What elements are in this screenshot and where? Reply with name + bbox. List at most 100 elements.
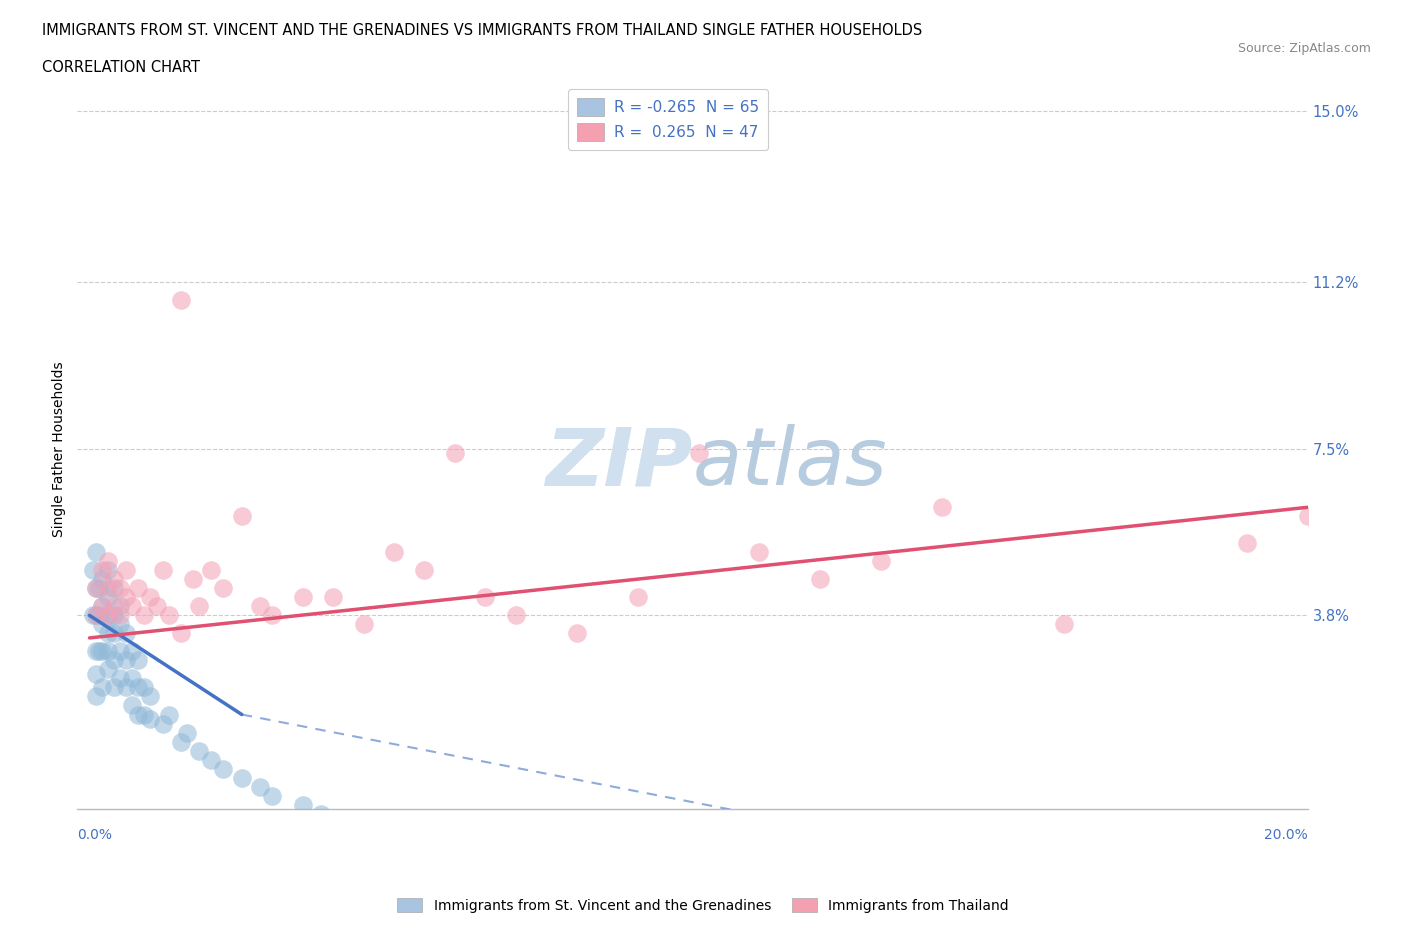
Point <box>115 626 138 641</box>
Legend: R = -0.265  N = 65, R =  0.265  N = 47: R = -0.265 N = 65, R = 0.265 N = 47 <box>568 88 768 150</box>
Point <box>139 711 162 726</box>
Point <box>127 653 149 668</box>
Point <box>84 644 107 658</box>
Point <box>82 608 104 623</box>
Point <box>97 608 120 623</box>
Point <box>87 608 110 623</box>
Point <box>139 689 162 704</box>
Point <box>108 617 131 631</box>
Point <box>121 599 143 614</box>
Point <box>170 734 193 749</box>
Point <box>1236 536 1258 551</box>
Text: Source: ZipAtlas.com: Source: ZipAtlas.com <box>1237 42 1371 55</box>
Point <box>87 644 110 658</box>
Point <box>152 563 174 578</box>
Point <box>170 293 193 308</box>
Point <box>688 445 710 460</box>
Point <box>84 581 107 596</box>
Point <box>103 608 125 623</box>
Point <box>121 644 143 658</box>
Point <box>97 608 120 623</box>
Point <box>212 581 235 596</box>
Point <box>134 608 156 623</box>
Point <box>200 752 222 767</box>
Point <box>90 644 112 658</box>
Point <box>87 581 110 596</box>
Text: ZIP: ZIP <box>546 424 693 502</box>
Point <box>188 599 211 614</box>
Point <box>231 770 253 785</box>
Point <box>1296 509 1319 524</box>
Point <box>84 667 107 682</box>
Point <box>188 743 211 758</box>
Point <box>103 581 125 596</box>
Point <box>748 545 770 560</box>
Point <box>90 599 112 614</box>
Point <box>474 590 496 604</box>
Point <box>97 563 120 578</box>
Point <box>84 581 107 596</box>
Point <box>84 545 107 560</box>
Point <box>291 590 314 604</box>
Point <box>103 599 125 614</box>
Point <box>249 779 271 794</box>
Point <box>103 626 125 641</box>
Point <box>108 644 131 658</box>
Point <box>84 689 107 704</box>
Point <box>139 590 162 604</box>
Text: atlas: atlas <box>693 424 887 502</box>
Point <box>82 563 104 578</box>
Point <box>157 608 180 623</box>
Point <box>322 816 344 830</box>
Point <box>127 680 149 695</box>
Point <box>181 572 204 587</box>
Point <box>152 716 174 731</box>
Point <box>176 725 198 740</box>
Point <box>565 626 588 641</box>
Point <box>565 887 588 902</box>
Point <box>262 788 284 803</box>
Point <box>97 626 120 641</box>
Point <box>413 563 436 578</box>
Point <box>134 707 156 722</box>
Point <box>382 843 405 857</box>
Point <box>627 590 650 604</box>
Point <box>157 707 180 722</box>
Text: IMMIGRANTS FROM ST. VINCENT AND THE GRENADINES VS IMMIGRANTS FROM THAILAND SINGL: IMMIGRANTS FROM ST. VINCENT AND THE GREN… <box>42 23 922 38</box>
Point <box>335 824 357 839</box>
Point <box>931 499 953 514</box>
Point <box>97 554 120 569</box>
Point <box>103 572 125 587</box>
Point <box>115 563 138 578</box>
Point <box>97 644 120 658</box>
Point <box>90 599 112 614</box>
Point <box>97 590 120 604</box>
Point <box>97 581 120 596</box>
Point <box>84 608 107 623</box>
Point <box>322 590 344 604</box>
Point <box>134 680 156 695</box>
Point <box>505 878 527 893</box>
Point <box>382 545 405 560</box>
Point <box>870 554 893 569</box>
Point <box>108 599 131 614</box>
Point <box>413 851 436 866</box>
Point <box>309 806 332 821</box>
Point <box>474 870 496 884</box>
Point <box>121 671 143 686</box>
Point <box>84 608 107 623</box>
Point <box>90 572 112 587</box>
Point <box>505 608 527 623</box>
Point <box>1053 617 1076 631</box>
Point <box>115 680 138 695</box>
Point <box>353 617 375 631</box>
Point <box>444 445 467 460</box>
Point <box>212 761 235 776</box>
Legend: Immigrants from St. Vincent and the Grenadines, Immigrants from Thailand: Immigrants from St. Vincent and the Gren… <box>392 893 1014 919</box>
Point <box>108 581 131 596</box>
Point <box>90 680 112 695</box>
Text: CORRELATION CHART: CORRELATION CHART <box>42 60 200 75</box>
Point <box>97 662 120 677</box>
Point <box>103 653 125 668</box>
Point <box>90 617 112 631</box>
